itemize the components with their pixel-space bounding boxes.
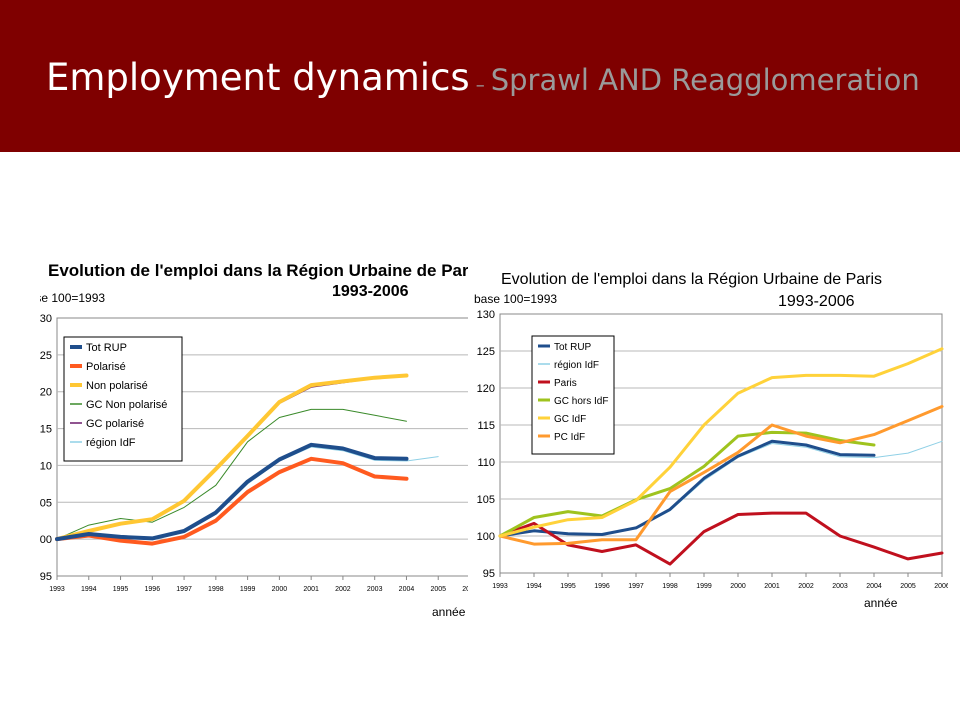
series-line: [56, 408, 407, 540]
x-tick-label: 2003: [367, 586, 383, 593]
slide-title: Employment dynamics – Sprawl AND Reagglome…: [46, 56, 920, 99]
x-tick-label: 2004: [866, 583, 882, 590]
y-tick-label: 95: [483, 568, 495, 580]
chart-subtitle: 1993-2006: [332, 283, 409, 300]
y-tick-label: 120: [40, 387, 52, 399]
series-line: [498, 439, 876, 538]
x-tick-label: 1995: [560, 583, 576, 590]
x-tick-label: 1998: [662, 583, 678, 590]
y-tick-label: 130: [40, 313, 52, 325]
legend-label: Non polarisé: [86, 380, 148, 392]
y-tick-label: 130: [477, 309, 495, 321]
series-line: [55, 373, 409, 542]
y-tick-label: 95: [40, 571, 52, 583]
x-tick-label: 2002: [335, 586, 351, 593]
y-tick-label: 125: [477, 346, 495, 358]
series-line: [498, 347, 944, 538]
x-tick-label: 1993: [492, 583, 508, 590]
legend-box: [531, 335, 615, 455]
x-tick-label: 1996: [145, 586, 161, 593]
x-tick-label: 2006: [934, 583, 948, 590]
right-line-chart: Evolution de l'emploi dans la Région Urb…: [474, 271, 948, 610]
series-line: [55, 442, 409, 542]
plot-area: [56, 317, 468, 577]
y-tick-label: 110: [477, 457, 495, 469]
x-tick-label: 2001: [303, 586, 319, 593]
legend-label: région IdF: [86, 437, 136, 449]
legend-label: région IdF: [554, 360, 599, 371]
chart-title: Evolution de l'emploi dans la Région Urb…: [48, 261, 468, 280]
legend-label: GC polarisé: [86, 418, 144, 430]
x-tick-label: 1994: [526, 583, 542, 590]
x-tick-label: 2003: [832, 583, 848, 590]
x-tick-label: 2000: [730, 583, 746, 590]
series-line: [55, 456, 409, 546]
x-tick-label: 2001: [764, 583, 780, 590]
x-tick-label: 1996: [594, 583, 610, 590]
x-tick-label: 1993: [49, 586, 65, 593]
x-tick-label: 1999: [696, 583, 712, 590]
slide-title-main: Employment dynamics: [46, 56, 470, 99]
legend-label: GC IdF: [554, 414, 586, 425]
legend-label: GC hors IdF: [554, 396, 608, 407]
legend-label: Tot RUP: [554, 342, 592, 353]
title-separator: –: [475, 75, 485, 96]
x-tick-label: 1999: [240, 586, 256, 593]
slide-header: Employment dynamics – Sprawl AND Reagglome…: [0, 0, 960, 152]
y-axis-label: base 100=1993: [474, 292, 557, 306]
x-tick-label: 1997: [176, 586, 192, 593]
y-axis-label: base 100=1993: [40, 291, 105, 305]
x-tick-label: 1994: [81, 586, 97, 593]
chart-title: Evolution de l'emploi dans la Région Urb…: [501, 271, 882, 288]
y-tick-label: 105: [477, 494, 495, 506]
x-tick-label: 2005: [430, 586, 446, 593]
y-tick-label: 110: [40, 460, 52, 472]
x-tick-label: 1998: [208, 586, 224, 593]
x-tick-label: 2005: [900, 583, 916, 590]
legend-label: Polarisé: [86, 361, 126, 373]
y-tick-label: 105: [40, 497, 52, 509]
legend-box: [63, 336, 183, 462]
y-tick-label: 120: [477, 383, 495, 395]
series-line: [498, 405, 944, 546]
y-tick-label: 100: [477, 531, 495, 543]
right-chart-panel: Evolution de l'emploi dans la Région Urb…: [468, 256, 948, 620]
legend-label: Tot RUP: [86, 342, 127, 354]
x-tick-label: 2002: [798, 583, 814, 590]
legend-label: PC IdF: [554, 432, 585, 443]
series-line: [498, 430, 876, 538]
legend-label: GC Non polarisé: [86, 399, 167, 411]
x-tick-label: 1995: [113, 586, 129, 593]
series-line: [498, 511, 944, 566]
plot-area: [499, 313, 943, 574]
x-axis-label: année: [432, 605, 466, 619]
y-tick-label: 100: [40, 534, 52, 546]
y-tick-label: 115: [40, 424, 52, 436]
x-tick-label: 1997: [628, 583, 644, 590]
y-tick-label: 125: [40, 350, 52, 362]
y-tick-label: 115: [477, 420, 495, 432]
x-tick-label: 2006: [462, 586, 468, 593]
slide-subtitle: Sprawl AND Reagglomeration: [490, 63, 920, 97]
left-chart-panel: Evolution de l'emploi dans la Région Urb…: [40, 246, 468, 632]
x-axis-label: année: [864, 596, 898, 610]
legend-label: Paris: [554, 378, 577, 389]
left-line-chart: Evolution de l'emploi dans la Région Urb…: [40, 261, 468, 619]
chart-subtitle: 1993-2006: [778, 293, 855, 310]
x-tick-label: 2004: [399, 586, 415, 593]
x-tick-label: 2000: [272, 586, 288, 593]
